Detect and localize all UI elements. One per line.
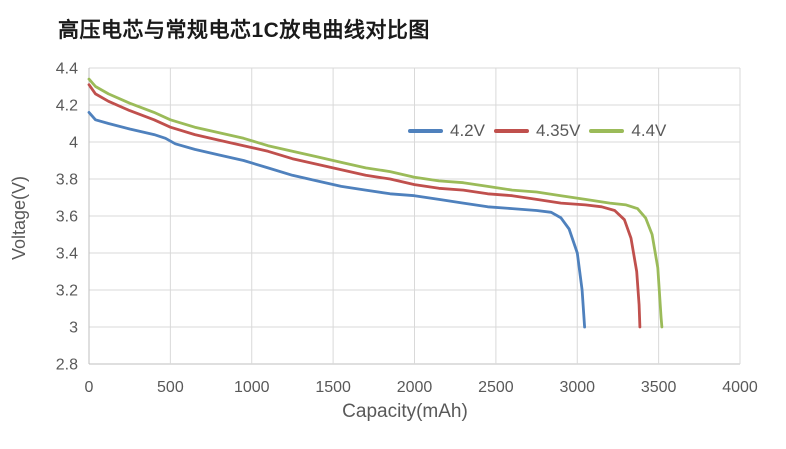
legend: 4.2V 4.35V 4.4V [408,119,666,143]
y-axis-title: Voltage(V) [9,175,29,261]
x-tick-label: 1500 [315,379,351,396]
y-tick-label: 4.4 [56,61,78,78]
series-line-4.35V [87,83,642,329]
y-tick-label: 3 [69,320,78,337]
legend-swatch-4.35v [493,129,529,133]
y-tick-label: 4.2 [56,98,78,115]
series-line-4.4V [87,77,664,329]
x-axis-title: Capacity(mAh) [342,401,468,422]
legend-label-4.35v: 4.35V [535,121,581,140]
legend-item-4.35v: 4.35V [493,121,581,141]
y-tick-label: 3.2 [56,283,78,300]
legend-label-4.4v: 4.4V [631,121,667,140]
legend-label-4.2v: 4.2V [450,121,485,140]
y-tick-label: 4 [69,135,78,152]
x-tick-label: 4000 [722,379,758,396]
series-line-4.2V [87,111,586,329]
x-tick-label: 0 [85,379,94,396]
x-tick-label: 3500 [641,379,677,396]
legend-item-4.2v: 4.2V [408,121,485,141]
x-tick-label: 1000 [234,379,270,396]
legend-swatch-4.4v [589,129,625,133]
y-tick-label: 3.6 [56,209,78,226]
legend-swatch-4.2v [408,129,443,133]
y-tick-label: 3.8 [56,172,78,189]
x-tick-label: 2000 [397,379,433,396]
x-tick-label: 2500 [478,379,514,396]
legend-item-4.4v: 4.4V [589,121,666,141]
y-tick-label: 3.4 [56,246,78,263]
x-tick-label: 3000 [559,379,595,396]
chart-title: 高压电芯与常规电芯1C放电曲线对比图 [58,19,430,42]
x-tick-label: 500 [157,379,184,396]
y-tick-label: 2.8 [56,357,78,374]
